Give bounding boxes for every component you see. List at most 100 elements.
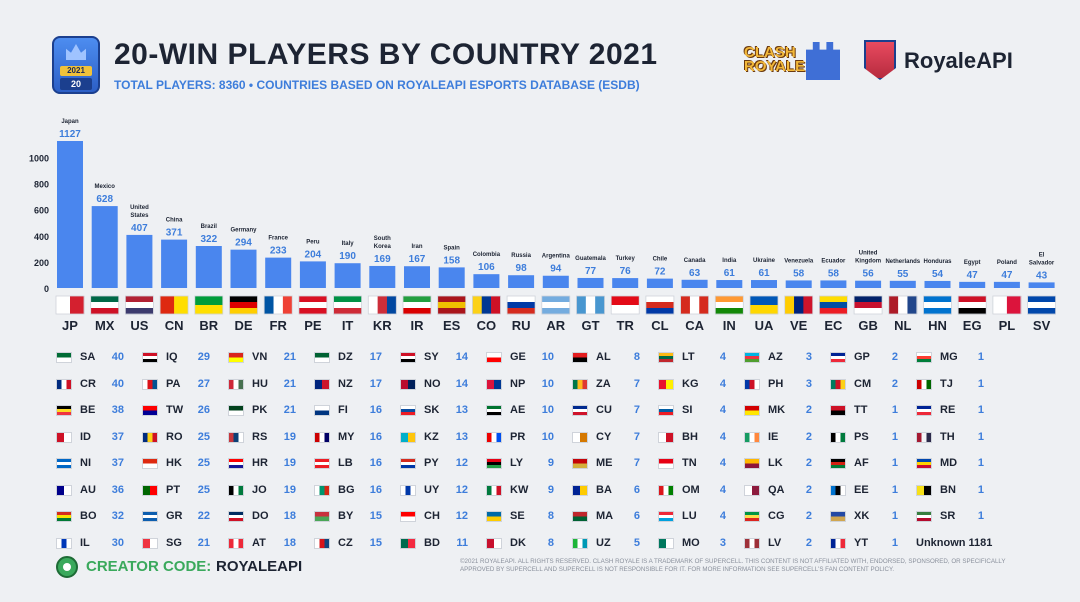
country-code: BE (80, 404, 96, 416)
flag-stripe (437, 302, 466, 309)
table-row: BA 6 (572, 479, 658, 506)
table-column: AZ 3 PH 3 MK 2 IE 2 LK 2 QA 2 CG 2 LV 2 (744, 346, 830, 558)
table-row: ID 37 (56, 426, 142, 453)
table-column: SY 14 NO 14 SK 13 KZ 13 PY 12 UY 12 CH 12 BD 11 (400, 346, 486, 558)
country-code: MO (682, 536, 700, 549)
bar-value-label: 72 (654, 267, 666, 278)
flag-us-icon (125, 295, 154, 315)
player-count: 38 (111, 404, 124, 416)
y-tick-label: 0 (44, 284, 49, 294)
table-row: SE 8 (486, 505, 572, 532)
bar-code-label: EC (824, 318, 843, 333)
country-code: PK (252, 404, 268, 416)
bar-br (195, 246, 222, 288)
flag-stripe (229, 302, 258, 309)
table-row: EE 1 (830, 479, 916, 506)
bar-value-label: 106 (478, 262, 495, 273)
bar-code-label: UA (755, 318, 774, 333)
flag-py-icon (400, 458, 416, 469)
country-code: DO (252, 510, 269, 522)
player-count: 4 (719, 457, 726, 469)
flag-stripe (507, 296, 536, 303)
flag-stripe (576, 296, 587, 314)
flag-cm-icon (830, 378, 846, 390)
bar-country-label: States (130, 213, 149, 219)
table-row: NO 14 (400, 373, 486, 400)
y-tick-label: 400 (34, 232, 49, 242)
bar-cl (646, 278, 673, 288)
player-count: 30 (111, 536, 124, 549)
flag-lt-icon (658, 352, 674, 363)
player-count: 7 (633, 377, 640, 390)
royaleapi-logo-text: RoyaleAPI (904, 48, 1013, 73)
flag-cl-icon (645, 295, 675, 315)
flag-cg-icon (744, 511, 760, 522)
player-count: 1 (977, 510, 984, 522)
table-row: PT 25 (142, 479, 228, 506)
player-count: 1 (891, 510, 898, 522)
flag-stripe (750, 305, 778, 315)
table-row: SK 13 (400, 399, 486, 426)
country-code: MA (596, 510, 614, 522)
country-code: TJ (940, 377, 953, 390)
flag-hu-icon (228, 378, 244, 390)
country-code: TN (682, 457, 697, 469)
flag-pk-icon (228, 405, 244, 416)
bar-value-label: 322 (200, 234, 217, 245)
bar-ve (785, 280, 812, 288)
table-row: CG 2 (744, 505, 830, 532)
flag-tr-icon (610, 295, 640, 315)
flag-tj-icon (916, 378, 932, 390)
table-row: CH 12 (400, 505, 486, 532)
flag-lu-icon (658, 511, 674, 522)
country-code: AL (596, 351, 611, 363)
player-count: 19 (283, 430, 296, 443)
table-row: TN 4 (658, 452, 744, 479)
bar-country-label: Honduras (923, 259, 952, 265)
country-code: BD (424, 536, 440, 549)
table-row: CM 2 (830, 373, 916, 400)
country-code: NO (424, 377, 441, 390)
player-count: 4 (719, 404, 726, 416)
country-code: SE (510, 510, 525, 522)
country-code: SA (80, 351, 96, 363)
player-count: 1 (891, 536, 898, 549)
flag-stripe (298, 296, 327, 303)
country-table: SA 40 CR 40 BE 38 ID 37 NI 37 AU 36 BO 32 IL 30 IQ 29 PA 27… (56, 346, 1036, 549)
flag-stripe (403, 302, 431, 309)
flag-stripe (194, 296, 223, 306)
player-count: 1 (977, 457, 984, 469)
legal-notice: ©2021 ROYALEAPI. ALL RIGHTS RESERVED. CL… (460, 558, 1006, 573)
flag-bd-icon (400, 537, 416, 549)
bar-country-label: United (859, 251, 878, 257)
flag-se-icon (486, 511, 502, 522)
player-count: 40 (111, 351, 124, 363)
country-code: AE (510, 404, 526, 416)
bar-value-label: 1127 (59, 129, 81, 140)
flag-stripe (90, 302, 119, 309)
flag-stripe (437, 296, 466, 303)
country-code: CZ (338, 536, 353, 549)
flag-no-icon (400, 378, 416, 390)
flag-stripe (273, 296, 284, 314)
flag-sk-icon (400, 405, 416, 416)
bar-value-label: 204 (305, 249, 322, 260)
flag-au-icon (56, 484, 72, 496)
flag-stripe (854, 308, 883, 315)
bar-code-label: MX (95, 318, 115, 333)
table-row: AZ 3 (744, 346, 830, 373)
flag-me-icon (572, 458, 588, 469)
player-count: 37 (111, 430, 124, 443)
flag-cr-icon (56, 378, 72, 390)
bar-value-label: 58 (828, 268, 840, 279)
player-count: 2 (805, 483, 812, 496)
bar-country-label: Colombia (473, 252, 501, 258)
table-column: GP 2 CM 2 TT 1 PS 1 AF 1 EE 1 XK 1 YT 1 (830, 346, 916, 558)
bar-hn (924, 280, 951, 288)
flag-stripe (699, 296, 709, 314)
table-row: NZ 17 (314, 373, 400, 400)
country-code: PH (768, 377, 784, 390)
table-row: KW 9 (486, 479, 572, 506)
page-subtitle: TOTAL PLAYERS: 8360 • COUNTRIES BASED ON… (114, 78, 640, 92)
flag-stripe (803, 296, 813, 314)
